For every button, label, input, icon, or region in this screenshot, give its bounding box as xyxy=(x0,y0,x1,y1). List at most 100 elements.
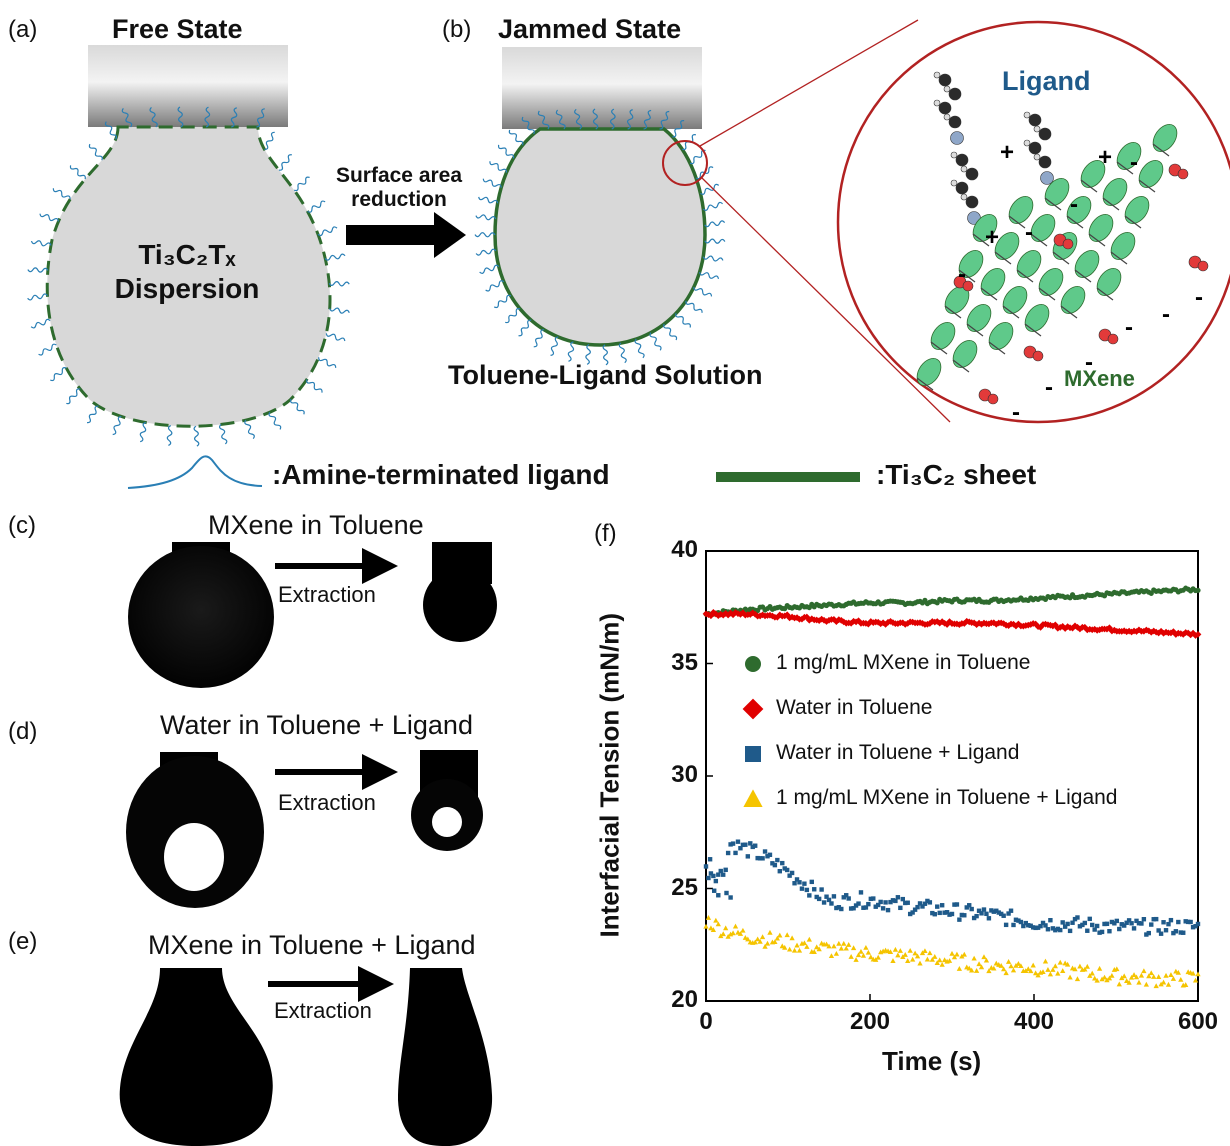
data-point xyxy=(703,864,709,869)
data-point xyxy=(858,948,864,954)
ligand-strand xyxy=(30,318,51,329)
mxene-bond xyxy=(1096,287,1114,301)
data-point xyxy=(924,956,931,962)
legend-sheet-text: :Ti₃C₂ sheet xyxy=(876,459,1037,490)
data-point xyxy=(703,923,709,929)
mxene-bond xyxy=(1080,179,1098,193)
mxene-bond xyxy=(1044,197,1062,211)
ligand-strand xyxy=(689,149,706,165)
ligand-legend-icon xyxy=(127,455,263,489)
ligand-strand xyxy=(52,188,71,200)
data-point xyxy=(1129,921,1134,926)
x-tick-label: 200 xyxy=(849,1008,891,1035)
data-point xyxy=(1040,969,1046,975)
data-point xyxy=(826,943,832,949)
data-point xyxy=(814,944,820,950)
mxene-atom xyxy=(1030,214,1056,242)
data-point xyxy=(910,956,916,962)
data-point xyxy=(1134,918,1139,924)
mxene-atom xyxy=(994,232,1020,260)
ligand-strand xyxy=(555,109,566,130)
droplet-b xyxy=(493,127,707,347)
data-point xyxy=(757,856,763,861)
data-point xyxy=(777,868,782,874)
data-point xyxy=(1112,921,1117,926)
data-point xyxy=(836,905,842,910)
data-point xyxy=(959,912,965,918)
ligand-strand xyxy=(88,143,103,161)
data-point xyxy=(1117,926,1122,932)
data-point xyxy=(780,860,785,866)
data-point xyxy=(1168,917,1174,923)
data-point xyxy=(939,961,945,967)
data-point xyxy=(1195,587,1201,593)
data-point xyxy=(846,896,851,901)
drop-c-after xyxy=(423,568,497,642)
data-point xyxy=(1102,921,1107,927)
mxene-bond xyxy=(1102,197,1120,211)
data-point xyxy=(1194,631,1202,638)
data-point xyxy=(863,944,869,950)
data-point xyxy=(973,968,980,973)
data-point xyxy=(1085,928,1090,933)
data-point xyxy=(1126,918,1132,923)
data-point xyxy=(772,939,778,945)
data-point xyxy=(966,965,972,971)
carbon-atom xyxy=(955,181,969,195)
ligand-strand xyxy=(567,341,575,362)
data-point xyxy=(1049,622,1057,630)
data-point xyxy=(850,945,857,951)
data-point xyxy=(841,895,846,900)
mxene-bond xyxy=(958,269,976,283)
ligand-strand xyxy=(328,281,350,287)
data-point xyxy=(794,877,800,882)
data-point xyxy=(897,948,903,953)
droplet-a xyxy=(45,125,332,428)
ligand-strand xyxy=(474,232,496,238)
data-point xyxy=(925,898,930,904)
ligand-strand xyxy=(256,108,265,128)
data-point xyxy=(1106,975,1113,981)
data-point xyxy=(893,898,898,904)
ligand-strand xyxy=(104,121,118,140)
ligand-strand xyxy=(585,343,591,365)
data-point xyxy=(912,907,918,912)
data-point xyxy=(939,903,945,908)
data-point xyxy=(929,956,935,962)
data-point xyxy=(1193,923,1198,929)
minus-charge: - xyxy=(1045,374,1053,401)
data-point xyxy=(1077,963,1083,969)
data-point xyxy=(713,917,719,923)
data-point xyxy=(917,960,923,966)
y-tick-label: 25 xyxy=(671,873,698,901)
mxene-atom xyxy=(1024,304,1050,332)
data-point xyxy=(876,902,881,908)
ligand-strand xyxy=(112,415,122,436)
data-point xyxy=(1008,963,1014,969)
ligand-strand xyxy=(475,248,497,256)
data-point xyxy=(853,903,859,908)
legend-entry: 1 mg/mL MXene in Toluene + Ligand xyxy=(776,786,1118,809)
data-point xyxy=(1099,929,1105,935)
ligand-strand xyxy=(574,108,582,130)
x-tick-label: 0 xyxy=(699,1008,713,1035)
data-point xyxy=(1099,976,1105,982)
data-point xyxy=(782,866,787,871)
data-point xyxy=(789,870,795,876)
mxene-atom xyxy=(916,358,942,386)
data-point xyxy=(1149,922,1154,927)
data-point xyxy=(1107,929,1112,934)
mxene-bond xyxy=(1024,323,1042,337)
data-point xyxy=(969,967,975,973)
data-point xyxy=(1185,919,1191,925)
carbon-atom xyxy=(948,115,962,129)
ligand-strand xyxy=(244,419,255,440)
case-d-title: Water in Toluene + Ligand xyxy=(160,710,473,740)
data-point xyxy=(1033,970,1039,976)
x-axis-title: Time (s) xyxy=(882,1046,982,1076)
data-point xyxy=(880,906,886,911)
data-point xyxy=(907,911,913,917)
mxene-atom xyxy=(1152,124,1178,152)
data-point xyxy=(949,911,955,917)
